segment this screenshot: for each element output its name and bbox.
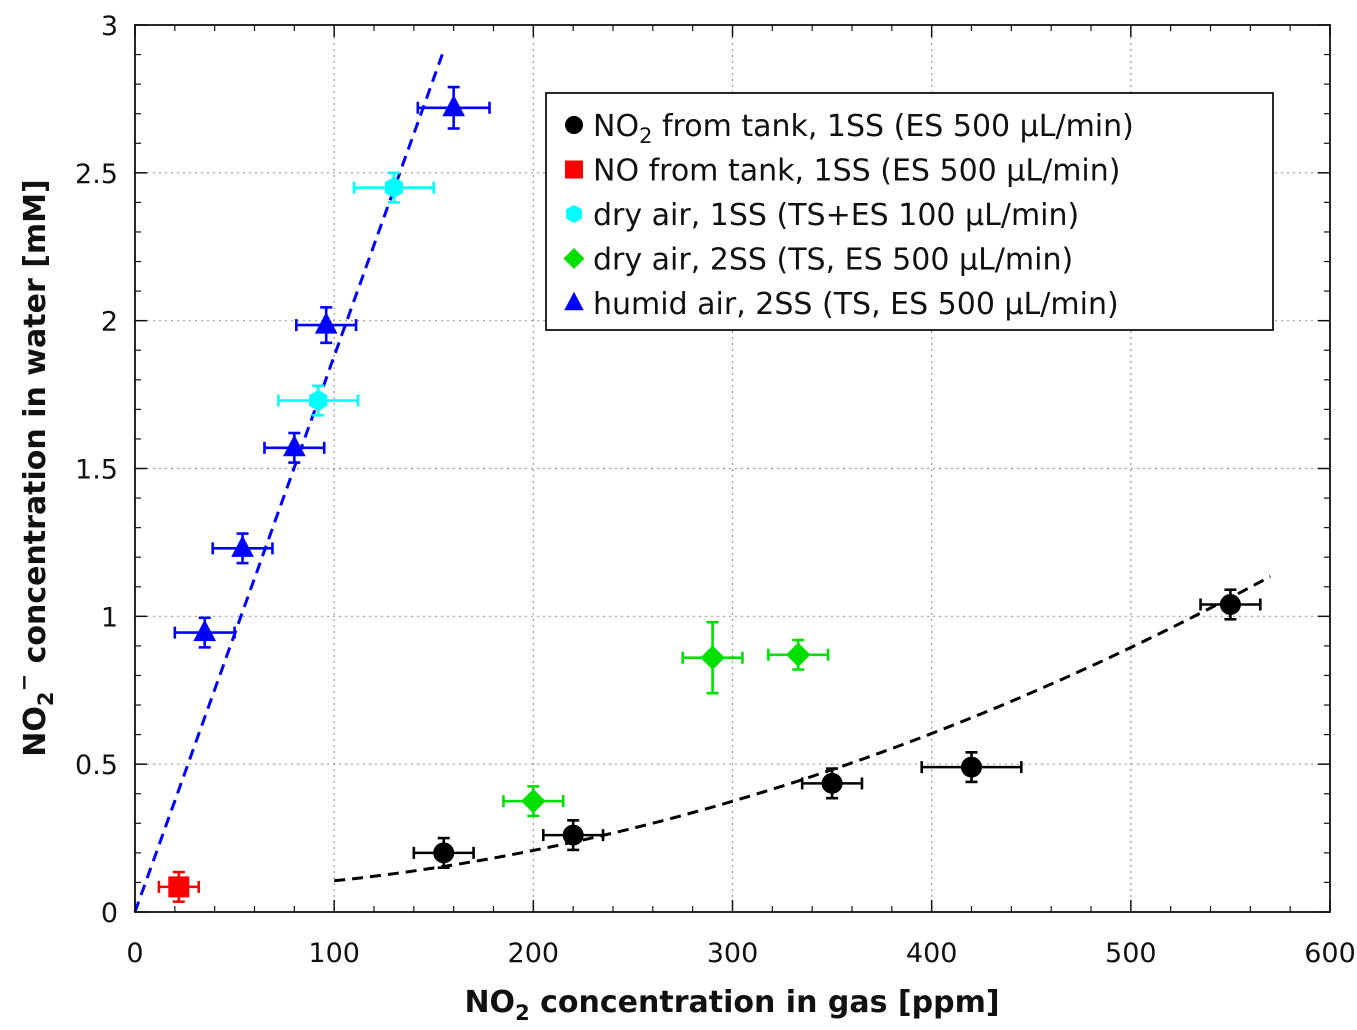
- legend-label: NO2 from tank, 1SS (ES 500 μL/min): [593, 109, 1134, 148]
- data-point-hexagon: [309, 389, 328, 412]
- x-tick-label: 600: [1304, 938, 1356, 969]
- data-point-hexagon: [384, 177, 404, 199]
- legend-label: humid air, 2SS (TS, ES 500 μL/min): [593, 287, 1119, 322]
- data-point-diamond: [700, 645, 725, 670]
- legend-marker-circle: [565, 116, 583, 134]
- data-points: [157, 85, 1262, 903]
- y-tick-label: 1.5: [75, 455, 118, 486]
- data-point-circle: [961, 756, 982, 778]
- series-circle: [412, 588, 1262, 869]
- x-tick-label: 100: [308, 938, 360, 969]
- data-point-diamond: [786, 642, 811, 667]
- data-point-triangle: [283, 434, 306, 457]
- series-square: [157, 870, 201, 903]
- y-tick-label: 0: [101, 898, 118, 929]
- legend-label: dry air, 1SS (TS+ES 100 μL/min): [593, 198, 1079, 233]
- y-tick-label: 0.5: [75, 750, 118, 781]
- y-tick-label: 1: [101, 602, 118, 633]
- x-tick-label: 500: [1105, 938, 1157, 969]
- data-point-triangle: [231, 535, 254, 557]
- series-triangle: [173, 85, 491, 649]
- legend-marker-diamond: [563, 248, 585, 269]
- series-hexagon: [277, 171, 436, 417]
- data-point-circle: [433, 842, 455, 864]
- legend-box: [545, 92, 1274, 331]
- axis-ticks: 0 100 200 300 400 500 600 0 0.5 1 1.5 2 2.5 3: [75, 11, 1356, 969]
- legend-label: dry air, 2SS (TS, ES 500 μL/min): [593, 243, 1073, 278]
- grid: [135, 25, 1330, 912]
- legend-marker-square: [565, 160, 583, 179]
- data-point-triangle: [314, 312, 338, 334]
- y-axis-title: NO2− concentration in water [mM]: [12, 179, 58, 756]
- fit-line: [334, 575, 1272, 883]
- data-point-diamond: [521, 788, 546, 814]
- y-tick-label: 3: [101, 11, 118, 42]
- data-point-square: [168, 876, 190, 898]
- x-tick-label: 200: [508, 938, 560, 969]
- series-diamond: [502, 620, 830, 818]
- y-tick-label: 2.5: [75, 159, 118, 190]
- data-point-triangle: [193, 619, 217, 642]
- legend-marker-hexagon: [566, 204, 582, 224]
- legend: NO2 from tank, 1SS (ES 500 μL/min) NO fro…: [545, 92, 1274, 331]
- x-tick-label: 300: [707, 938, 759, 969]
- data-point-triangle: [442, 94, 465, 117]
- data-point-circle: [821, 772, 843, 794]
- x-axis-title: NO2 concentration in gas [ppm]: [464, 985, 999, 1025]
- legend-marker-triangle: [564, 291, 584, 311]
- data-point-circle: [1219, 594, 1241, 616]
- legend-label: NO from tank, 1SS (ES 500 μL/min): [593, 154, 1120, 189]
- x-tick-label: 0: [126, 938, 143, 969]
- x-tick-label: 400: [906, 938, 958, 969]
- data-point-circle: [562, 824, 584, 846]
- y-tick-label: 2: [101, 307, 118, 338]
